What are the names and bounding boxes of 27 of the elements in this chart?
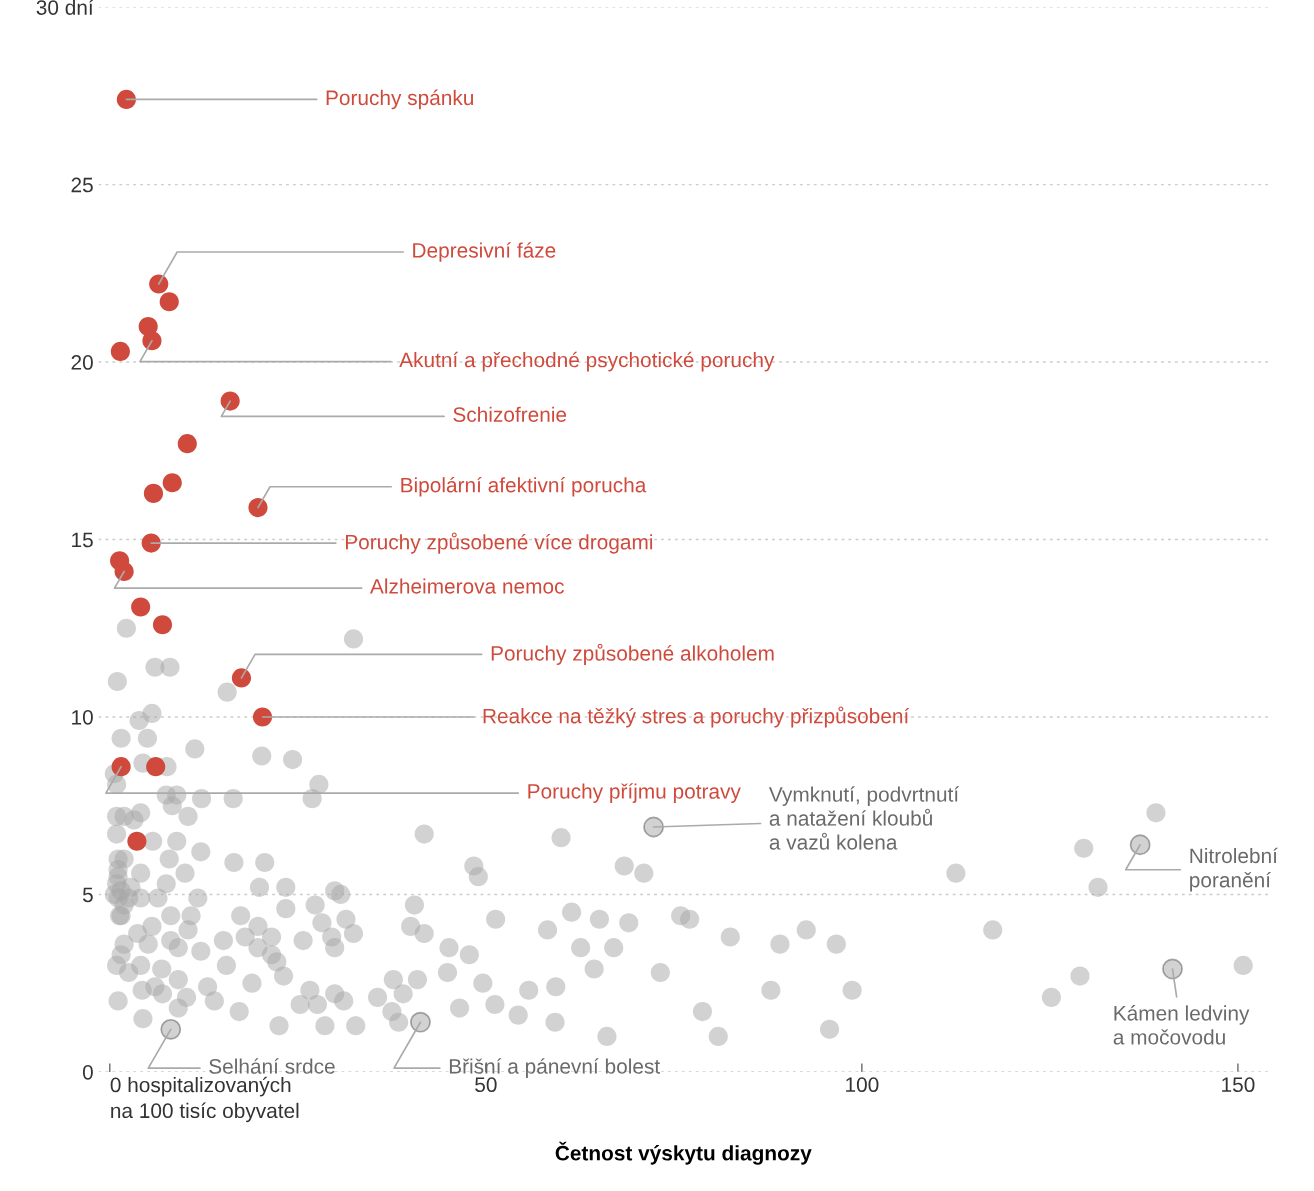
- annotation: Alzheimerova nemoc: [370, 578, 564, 594]
- annotation: Reakce na těžký stres a poruchy přizpůsobení: [483, 706, 910, 728]
- annotation: Vymknutí, podvrtnutí a natažení kloubů a vazů kolena: [768, 786, 960, 850]
- x-tick-label: 0 hospitalizovaných na 100 tisíc obyvatel: [110, 1076, 299, 1123]
- annotation: Kámen ledviny a močovodu: [1113, 1005, 1250, 1045]
- annotation: Poruchy způsobené více drogami: [345, 532, 653, 554]
- x-tick-label: 100: [846, 1077, 879, 1093]
- y-tick-label: 5: [82, 887, 93, 903]
- annotation: Depresivní fáze: [413, 242, 556, 262]
- annotation: Bipolární afektivní porucha: [401, 476, 647, 497]
- y-tick-label: 30 dní: [36, 0, 94, 15]
- annotation: Selhání srdce: [209, 1058, 335, 1074]
- y-tick-label: 25: [71, 177, 93, 193]
- y-tick-label: 10: [72, 709, 93, 725]
- annotation: Akutní a přechodné psychotické poruchy: [399, 351, 775, 372]
- annotation: Poruchy způsobené alkoholem: [491, 643, 774, 665]
- annotation: Poruchy příjmu potravy: [528, 783, 741, 803]
- x-tick-label: 50: [475, 1077, 497, 1093]
- x-tick-label: 150: [1222, 1077, 1255, 1093]
- annotation: Břišní a pánevní bolest: [449, 1058, 660, 1078]
- y-tick-label: 0: [82, 1064, 93, 1080]
- annotation: Poruchy spánku: [326, 89, 473, 110]
- y-tick-label: 15: [72, 532, 93, 548]
- y-tick-label: 20: [71, 355, 93, 370]
- annotation: Schizofrenie: [453, 406, 567, 422]
- annotation: Nitrolební poranění: [1190, 847, 1278, 892]
- x-axis-title: Četnost výskytu diagnozy: [555, 1141, 812, 1165]
